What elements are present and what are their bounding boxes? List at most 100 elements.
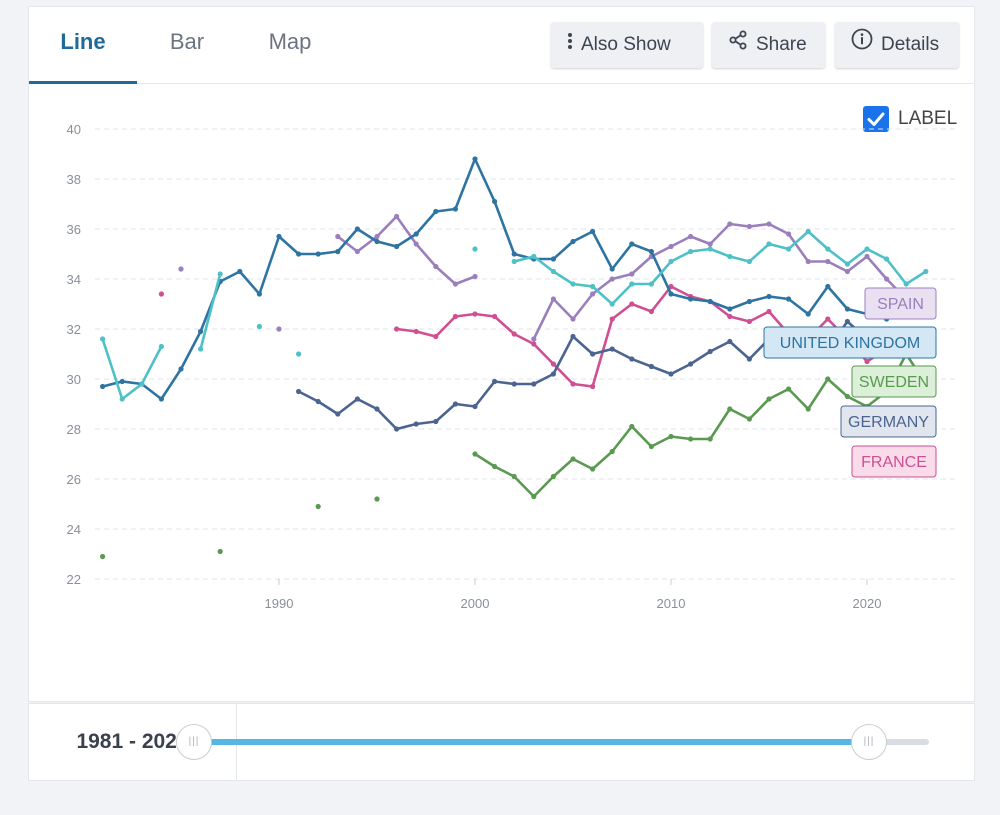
data-point bbox=[139, 381, 145, 387]
end-label-text: UNITED KINGDOM bbox=[780, 335, 920, 352]
data-point bbox=[884, 276, 890, 282]
details-button[interactable]: Details bbox=[835, 22, 959, 68]
tab-line[interactable]: Line bbox=[29, 7, 137, 84]
data-point bbox=[217, 271, 223, 277]
details-label: Details bbox=[881, 34, 940, 55]
also-show-button[interactable]: Also Show bbox=[551, 22, 703, 68]
data-point bbox=[472, 273, 478, 280]
data-point bbox=[590, 351, 596, 357]
series-line bbox=[512, 230, 928, 306]
series-united-kingdom bbox=[100, 156, 890, 402]
tab-map[interactable]: Map bbox=[268, 29, 312, 54]
data-point bbox=[805, 258, 811, 265]
data-point bbox=[296, 351, 302, 357]
data-point bbox=[746, 416, 753, 422]
data-point bbox=[492, 378, 498, 385]
data-point bbox=[256, 323, 262, 330]
y-tick-label: 30 bbox=[67, 372, 81, 387]
data-point bbox=[609, 316, 615, 322]
data-point bbox=[531, 381, 537, 387]
data-point bbox=[119, 396, 125, 402]
data-point bbox=[374, 238, 380, 245]
data-point bbox=[413, 421, 419, 427]
data-point bbox=[609, 448, 615, 455]
data-point bbox=[256, 291, 262, 297]
data-point bbox=[178, 366, 184, 372]
data-point bbox=[531, 336, 537, 342]
data-point bbox=[413, 231, 419, 237]
data-point bbox=[629, 423, 635, 430]
data-point bbox=[707, 246, 713, 252]
slider-handle-start[interactable]: ||| bbox=[176, 724, 212, 760]
data-point bbox=[609, 346, 615, 352]
also-show-label: Also Show bbox=[581, 34, 671, 55]
data-point bbox=[825, 246, 831, 252]
tab-bar[interactable]: Bar bbox=[169, 29, 205, 54]
data-point bbox=[570, 238, 576, 245]
data-point bbox=[609, 266, 615, 272]
data-point bbox=[472, 451, 478, 457]
data-point bbox=[472, 156, 478, 162]
data-point bbox=[727, 313, 733, 320]
data-point bbox=[394, 326, 400, 332]
data-point bbox=[119, 378, 125, 385]
data-point bbox=[825, 316, 831, 322]
data-point bbox=[805, 228, 811, 235]
data-point bbox=[766, 293, 772, 300]
data-point bbox=[688, 248, 694, 255]
checkbox-checked-icon[interactable] bbox=[863, 106, 889, 132]
data-point bbox=[746, 356, 753, 362]
data-point bbox=[766, 241, 772, 247]
series-spain bbox=[178, 213, 909, 342]
data-point bbox=[452, 313, 458, 320]
data-point bbox=[648, 443, 655, 450]
data-point bbox=[629, 281, 635, 287]
data-point bbox=[276, 233, 282, 240]
data-point bbox=[413, 328, 419, 335]
data-point bbox=[707, 436, 713, 442]
data-point bbox=[100, 383, 106, 390]
data-point bbox=[433, 418, 439, 425]
x-tick-label: 2000 bbox=[461, 596, 490, 611]
series-line bbox=[532, 222, 908, 341]
data-point bbox=[511, 251, 517, 257]
data-point bbox=[511, 258, 517, 265]
data-point bbox=[727, 406, 733, 412]
data-point bbox=[648, 308, 655, 315]
data-point bbox=[688, 233, 694, 240]
data-point bbox=[472, 246, 478, 252]
series-teal bbox=[100, 228, 929, 402]
data-point bbox=[766, 396, 772, 402]
data-point bbox=[413, 241, 419, 247]
series-line bbox=[336, 215, 477, 286]
y-tick-label: 22 bbox=[67, 572, 81, 587]
end-label-text: FRANCE bbox=[861, 454, 927, 471]
data-point bbox=[844, 318, 851, 325]
y-tick-label: 40 bbox=[67, 122, 81, 137]
data-point bbox=[531, 341, 537, 347]
data-point bbox=[727, 221, 733, 227]
share-button[interactable]: Share bbox=[712, 22, 825, 68]
range-start: 1981 bbox=[76, 730, 124, 753]
data-point bbox=[707, 298, 713, 305]
data-point bbox=[374, 406, 380, 412]
data-point bbox=[315, 398, 321, 405]
data-point bbox=[590, 383, 596, 390]
data-point bbox=[746, 258, 753, 265]
data-point bbox=[531, 253, 537, 260]
y-tick-label: 34 bbox=[67, 272, 81, 287]
data-point bbox=[668, 283, 674, 290]
data-point bbox=[590, 466, 596, 472]
slider-handle-end[interactable]: ||| bbox=[851, 724, 887, 760]
x-tick-label: 2010 bbox=[657, 596, 686, 611]
data-point bbox=[727, 306, 733, 312]
data-point bbox=[374, 233, 380, 240]
x-tick-label: 1990 bbox=[265, 596, 294, 611]
data-point bbox=[276, 326, 282, 332]
data-point bbox=[374, 496, 380, 502]
data-point bbox=[786, 231, 792, 237]
data-point bbox=[237, 268, 243, 275]
data-point bbox=[786, 296, 792, 302]
data-point bbox=[550, 371, 557, 377]
data-point bbox=[100, 553, 106, 560]
